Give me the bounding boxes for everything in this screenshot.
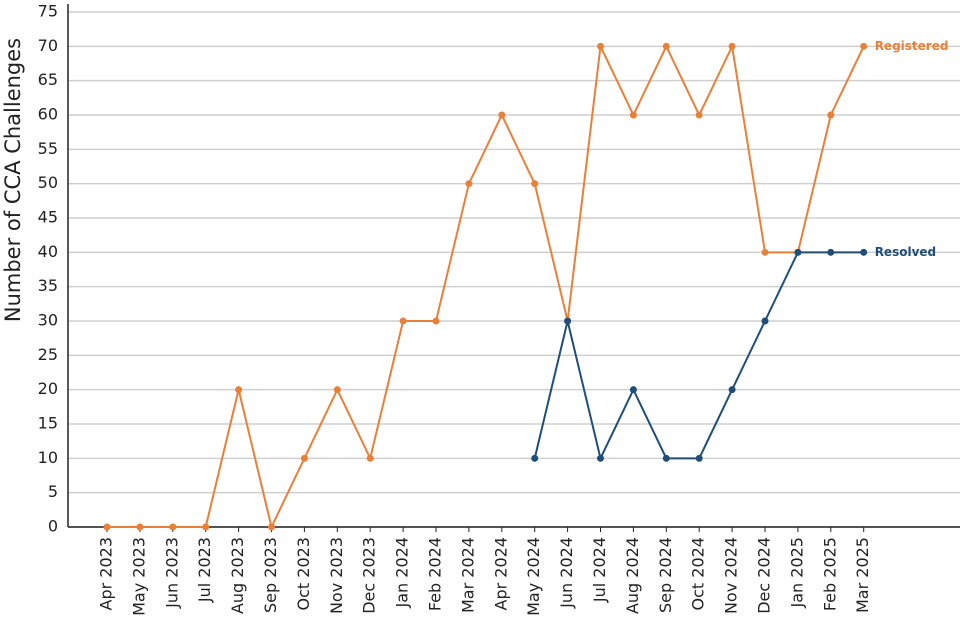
data-point [662,42,670,50]
series-label: Resolved [875,245,936,259]
y-tick-label: 70 [38,36,58,55]
data-point [695,111,703,119]
series-line [107,42,865,530]
x-tick-label: Jun 2024 [557,537,576,609]
x-tick-label: Jul 2023 [195,537,214,603]
data-point [465,180,473,188]
series-label: Registered [875,39,949,53]
y-tick-label: 65 [38,70,58,89]
y-tick-label: 0 [48,517,58,536]
x-tick-label: Jun 2023 [162,537,181,609]
data-point [662,454,670,462]
x-tick-label: Nov 2024 [722,537,741,614]
x-tick-label: Nov 2023 [327,537,346,614]
data-point [136,523,144,531]
data-point [300,454,308,462]
data-point [728,386,736,394]
x-tick-label: Mar 2024 [458,537,477,613]
y-tick-label: 35 [38,276,58,295]
y-tick-label: 60 [38,105,58,124]
y-tick-label: 30 [38,311,58,330]
data-point [103,523,111,531]
x-tick-label: Feb 2024 [426,537,445,611]
data-point [531,180,539,188]
x-tick-label: Sep 2023 [261,537,280,613]
x-tick-label: Mar 2025 [853,537,872,613]
x-tick-label: Apr 2024 [491,537,510,610]
data-point [860,248,868,256]
data-point [728,42,736,50]
y-tick-label: 25 [38,345,58,364]
x-tick-label: Feb 2025 [820,537,839,611]
y-tick-label: 55 [38,139,58,158]
y-tick-label: 45 [38,208,58,227]
y-tick-label: 50 [38,173,58,192]
data-point [827,111,835,119]
x-tick-label: May 2023 [129,537,148,616]
data-point [695,454,703,462]
data-point [235,386,243,394]
data-point [202,523,210,531]
x-tick-label: Sep 2024 [656,537,675,613]
y-tick-label: 15 [38,414,58,433]
data-point [761,248,769,256]
x-tick-label: May 2024 [524,537,543,616]
x-tick-label: Oct 2023 [294,537,313,610]
x-tick-label: Apr 2023 [97,537,116,610]
data-point [432,317,440,325]
x-tick-label: Jan 2025 [787,537,806,608]
x-tick-label: Dec 2024 [755,537,774,614]
data-point [333,386,341,394]
y-tick-label: 20 [38,379,58,398]
y-tick-label: 5 [48,482,58,501]
y-tick-label: 75 [38,2,58,21]
x-tick-label: Aug 2023 [228,537,247,614]
data-point [366,454,374,462]
data-point [597,454,604,462]
x-tick-label: Dec 2023 [360,537,379,614]
data-point [498,111,506,119]
data-point [169,523,177,531]
data-point [399,317,407,325]
data-point [794,248,802,256]
x-tick-label: Jan 2024 [393,537,412,608]
data-point [827,248,835,256]
data-point [564,317,572,325]
data-point [629,386,637,394]
data-point [597,42,604,50]
y-tick-label: 10 [38,448,58,467]
data-point [860,42,868,50]
x-tick-label: Oct 2024 [689,537,708,610]
data-point [531,454,539,462]
data-point [629,111,637,119]
y-axis-title: Number of CCA Challenges [1,38,25,322]
data-point [761,317,769,325]
x-tick-label: Aug 2024 [623,537,642,614]
data-point [268,523,275,531]
x-tick-label: Jul 2024 [590,537,609,603]
y-tick-label: 40 [38,242,58,261]
